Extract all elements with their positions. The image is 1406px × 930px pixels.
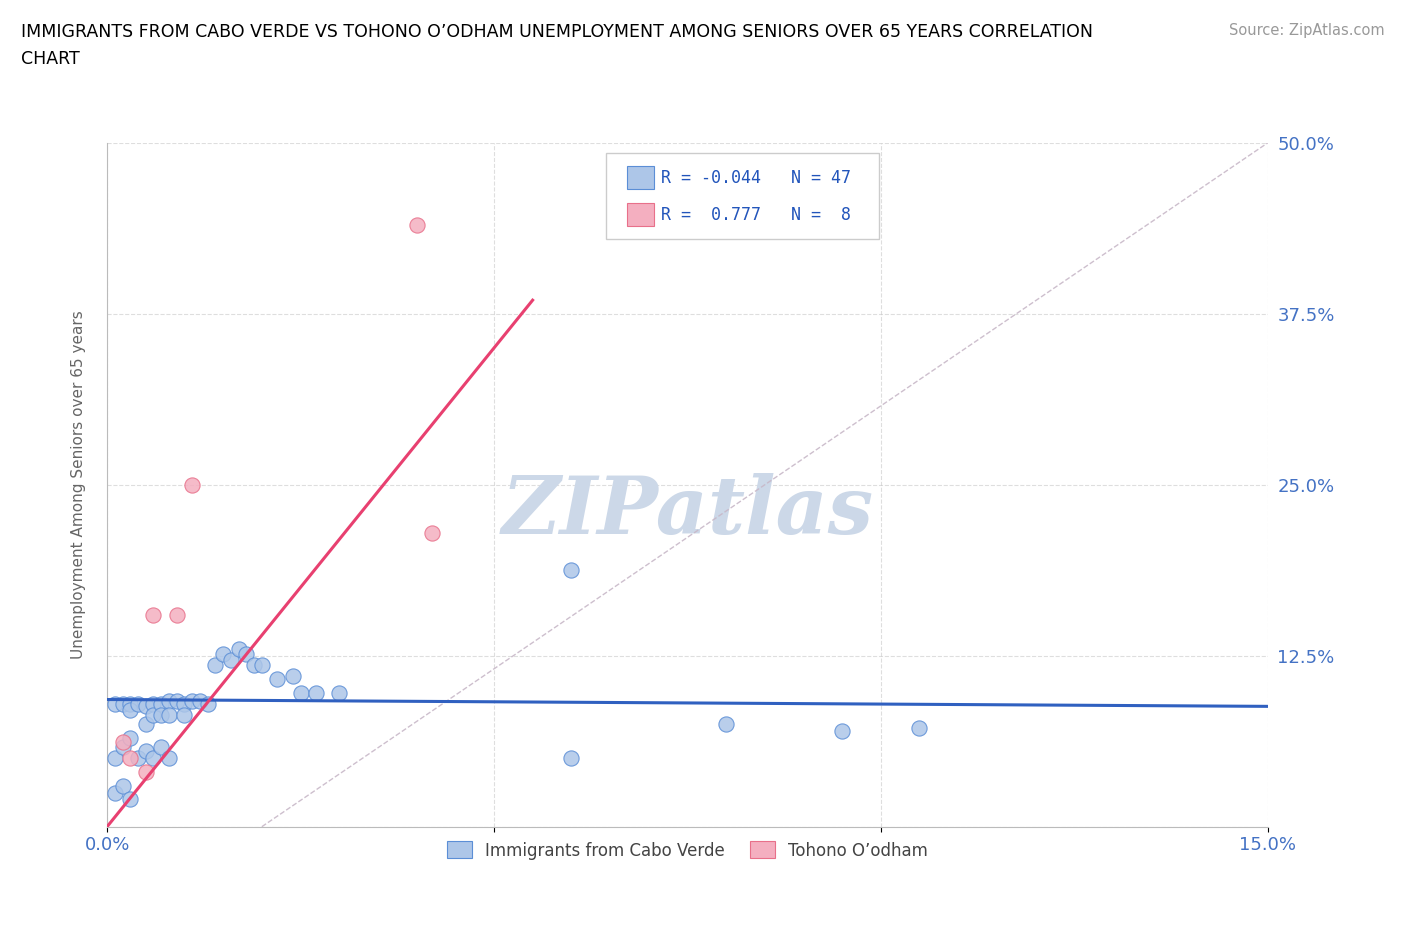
Legend: Immigrants from Cabo Verde, Tohono O’odham: Immigrants from Cabo Verde, Tohono O’odh… bbox=[440, 835, 935, 866]
Y-axis label: Unemployment Among Seniors over 65 years: Unemployment Among Seniors over 65 years bbox=[72, 311, 86, 659]
Point bbox=[831, 724, 853, 738]
Point bbox=[104, 785, 127, 800]
Point bbox=[111, 735, 134, 750]
Point bbox=[120, 792, 142, 807]
Point bbox=[111, 740, 134, 755]
Point bbox=[111, 697, 134, 711]
Point bbox=[120, 703, 142, 718]
Point bbox=[157, 707, 180, 722]
Text: R =  0.777   N =  8: R = 0.777 N = 8 bbox=[661, 206, 851, 224]
FancyBboxPatch shape bbox=[627, 203, 654, 226]
Text: IMMIGRANTS FROM CABO VERDE VS TOHONO O’ODHAM UNEMPLOYMENT AMONG SENIORS OVER 65 : IMMIGRANTS FROM CABO VERDE VS TOHONO O’O… bbox=[21, 23, 1092, 68]
Point bbox=[157, 694, 180, 709]
Point bbox=[142, 607, 165, 622]
Point bbox=[228, 642, 250, 657]
Point bbox=[135, 699, 157, 714]
Point bbox=[281, 669, 304, 684]
Point bbox=[173, 697, 195, 711]
Point bbox=[150, 707, 173, 722]
Point bbox=[181, 477, 204, 492]
Text: Source: ZipAtlas.com: Source: ZipAtlas.com bbox=[1229, 23, 1385, 38]
Point bbox=[142, 697, 165, 711]
Point bbox=[405, 218, 427, 232]
Point bbox=[181, 694, 204, 709]
Point bbox=[328, 685, 350, 700]
Point bbox=[127, 751, 149, 765]
Text: ZIPatlas: ZIPatlas bbox=[502, 473, 873, 551]
Point bbox=[150, 697, 173, 711]
Point bbox=[305, 685, 328, 700]
Point bbox=[157, 751, 180, 765]
Point bbox=[714, 717, 737, 732]
Point bbox=[120, 697, 142, 711]
Point bbox=[188, 694, 211, 709]
Point bbox=[235, 647, 257, 662]
Point bbox=[120, 751, 142, 765]
Point bbox=[142, 751, 165, 765]
Point bbox=[166, 694, 188, 709]
Point bbox=[560, 562, 582, 577]
Point bbox=[142, 707, 165, 722]
Point bbox=[173, 707, 195, 722]
Point bbox=[204, 658, 226, 672]
Point bbox=[135, 744, 157, 759]
Point bbox=[290, 685, 312, 700]
Point bbox=[135, 764, 157, 779]
Point bbox=[104, 697, 127, 711]
FancyBboxPatch shape bbox=[606, 153, 879, 239]
Point bbox=[266, 671, 288, 686]
Point bbox=[120, 730, 142, 745]
Point bbox=[127, 697, 149, 711]
Point bbox=[197, 697, 219, 711]
Point bbox=[135, 717, 157, 732]
Point bbox=[219, 653, 242, 668]
Point bbox=[243, 658, 266, 672]
Point bbox=[104, 751, 127, 765]
Point bbox=[166, 607, 188, 622]
Text: R = -0.044   N = 47: R = -0.044 N = 47 bbox=[661, 168, 851, 187]
Point bbox=[560, 751, 582, 765]
Point bbox=[250, 658, 273, 672]
Point bbox=[111, 778, 134, 793]
Point bbox=[212, 647, 235, 662]
Point bbox=[150, 740, 173, 755]
Point bbox=[420, 525, 443, 540]
Point bbox=[908, 721, 931, 736]
FancyBboxPatch shape bbox=[627, 166, 654, 190]
